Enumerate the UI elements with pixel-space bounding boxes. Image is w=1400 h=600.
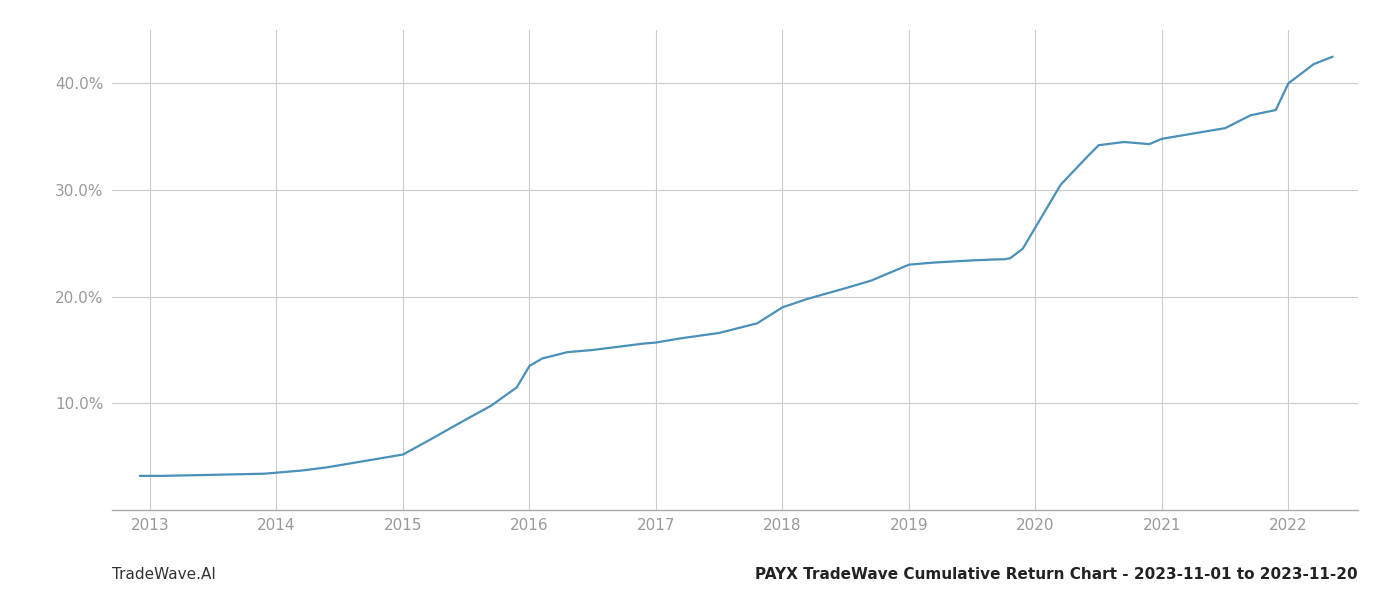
Text: TradeWave.AI: TradeWave.AI [112,567,216,582]
Text: PAYX TradeWave Cumulative Return Chart - 2023-11-01 to 2023-11-20: PAYX TradeWave Cumulative Return Chart -… [756,567,1358,582]
